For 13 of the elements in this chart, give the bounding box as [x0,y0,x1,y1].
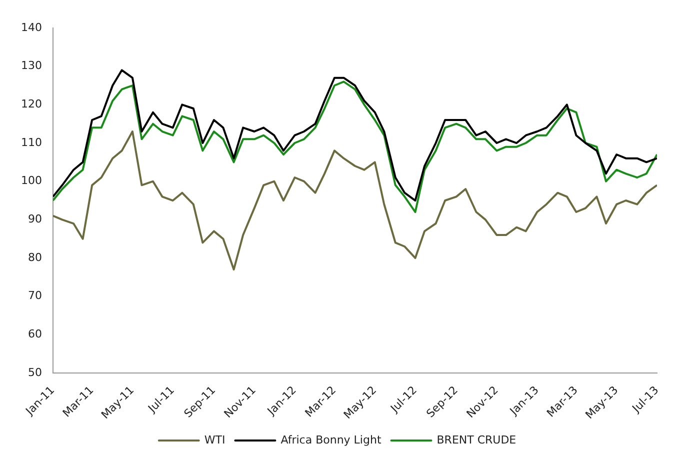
y-tick-label: 140 [20,20,42,34]
legend-label: Africa Bonny Light [280,433,382,446]
y-tick-label: 100 [20,174,42,188]
y-tick-label: 120 [20,98,42,111]
y-tick-label: 80 [28,250,42,264]
y-tick-label: 110 [20,136,42,149]
legend-label: BRENT CRUDE [436,433,516,446]
y-tick-label: 70 [28,289,42,302]
y-tick-label: 130 [20,59,42,72]
y-tick-label: 90 [28,212,42,226]
y-tick-label: 60 [28,328,42,341]
legend-label: WTI [204,433,226,446]
y-tick-label: 50 [28,366,42,379]
